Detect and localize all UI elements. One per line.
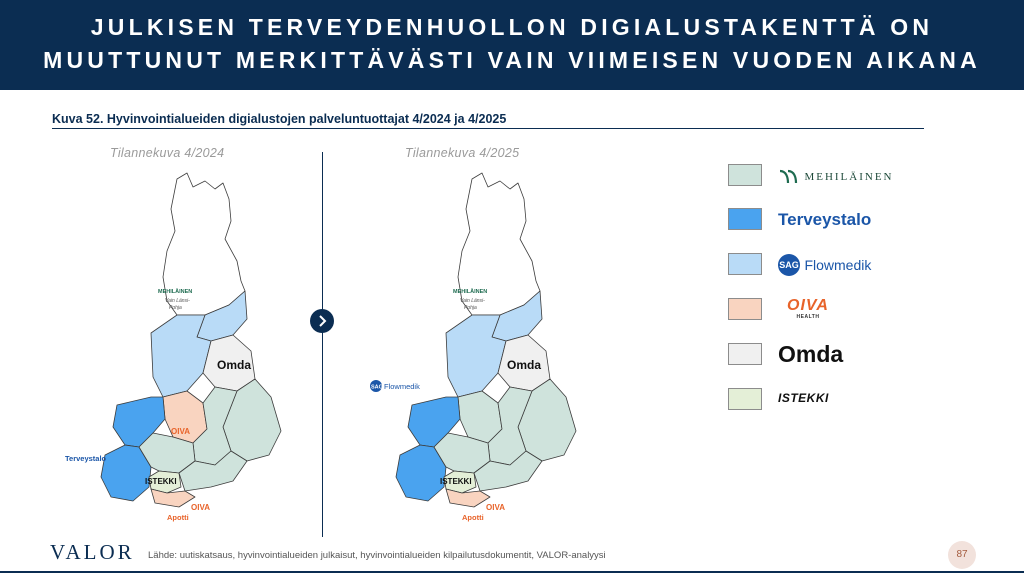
map-2024: MEHILÄINEN Vain Länsi- Pohja Omda OIVA I… (65, 172, 282, 522)
map-omda-label: Omda (507, 358, 541, 372)
map-mehilainen-sub2: Pohja (464, 305, 477, 311)
map-divider (322, 152, 323, 537)
region-uusimaa (445, 488, 491, 508)
legend-label-oiva-health: HEALTH (796, 314, 820, 320)
legend-swatch-oiva (728, 298, 762, 320)
flowmedik-sag-icon: SAG (778, 254, 800, 276)
map-oiva-label-2: OIVA (191, 503, 210, 512)
legend-swatch-omda (728, 343, 762, 365)
footer-rule (0, 571, 1024, 573)
legend-label-flowmedik: Flowmedik (804, 257, 872, 273)
region-sw (395, 444, 447, 502)
region-lapland (457, 172, 541, 316)
map-apotti-label: Apotti (167, 513, 189, 522)
flowmedik-badge-icon (370, 380, 382, 392)
map-mehilainen-label: MEHILÄINEN (158, 288, 192, 295)
title-banner: JULKISEN TERVEYDENHUOLLON DIGIALUSTAKENT… (0, 0, 1024, 90)
source-note: Lähde: uutiskatsaus, hyvinvointialueiden… (148, 550, 606, 561)
page-number: 87 (948, 541, 976, 569)
map-flowmedik-sag: SAG (371, 385, 383, 391)
legend-label-oiva: OIVA (787, 297, 829, 314)
region-south (178, 450, 248, 492)
legend-swatch-mehilainen (728, 164, 762, 186)
map-oiva-label: OIVA (486, 503, 505, 512)
legend-swatch-flowmedik (728, 253, 762, 275)
map-oiva-label: OIVA (171, 427, 190, 436)
mehilainen-logo-icon (779, 169, 798, 184)
map-mehilainen-sub1: Vain Länsi- (165, 298, 190, 304)
map-flowmedik-logo: SAG Flowmedik (370, 380, 420, 392)
map-istekki-label: ISTEKKI (440, 477, 472, 486)
title-line-2: MUUTTUNUT MERKITTÄVÄSTI VAIN VIIMEISEN V… (43, 47, 981, 73)
figure-title-underline (52, 128, 924, 129)
figure-title: Kuva 52. Hyvinvointialueiden digialustoj… (52, 112, 507, 126)
map-2025: MEHILÄINEN Vain Länsi- Pohja Omda ISTEKK… (370, 172, 577, 522)
map-omda-label: Omda (217, 358, 251, 372)
region-uusimaa (150, 488, 196, 508)
map-terveystalo-label: Terveystalo (65, 454, 107, 463)
map-mehilainen-label: MEHILÄINEN (453, 288, 487, 295)
map-mehilainen-sub2: Pohja (169, 305, 182, 311)
legend-swatch-terveystalo (728, 208, 762, 230)
region-lapland (162, 172, 246, 316)
next-arrow-button[interactable] (310, 309, 334, 333)
map-istekki-label: ISTEKKI (145, 477, 177, 486)
legend-label-istekki: ISTEKKI (778, 391, 829, 405)
region-south (473, 450, 543, 492)
map-mehilainen-sub1: Vain Länsi- (460, 298, 485, 304)
map-apotti-label: Apotti (462, 513, 484, 522)
legend-label-mehilainen: MEHILÄINEN (804, 171, 894, 183)
map-flowmedik-label: Flowmedik (384, 382, 420, 391)
legend-item-oiva: OIVA HEALTH (780, 297, 836, 321)
chevron-right-icon (319, 315, 327, 327)
map-label-2024: Tilannekuva 4/2024 (110, 146, 225, 160)
legend-label-omda: Omda (778, 341, 844, 367)
region-sw (100, 444, 152, 502)
legend-item-mehilainen: MEHILÄINEN (778, 167, 894, 187)
map-label-2025: Tilannekuva 4/2025 (405, 146, 520, 160)
title-line-1: JULKISEN TERVEYDENHUOLLON DIGIALUSTAKENT… (90, 14, 934, 40)
legend-swatch-istekki (728, 388, 762, 410)
legend-item-flowmedik: SAG Flowmedik (778, 254, 871, 276)
legend-label-terveystalo: Terveystalo (778, 210, 872, 229)
valor-logo: VALOR (50, 540, 135, 564)
